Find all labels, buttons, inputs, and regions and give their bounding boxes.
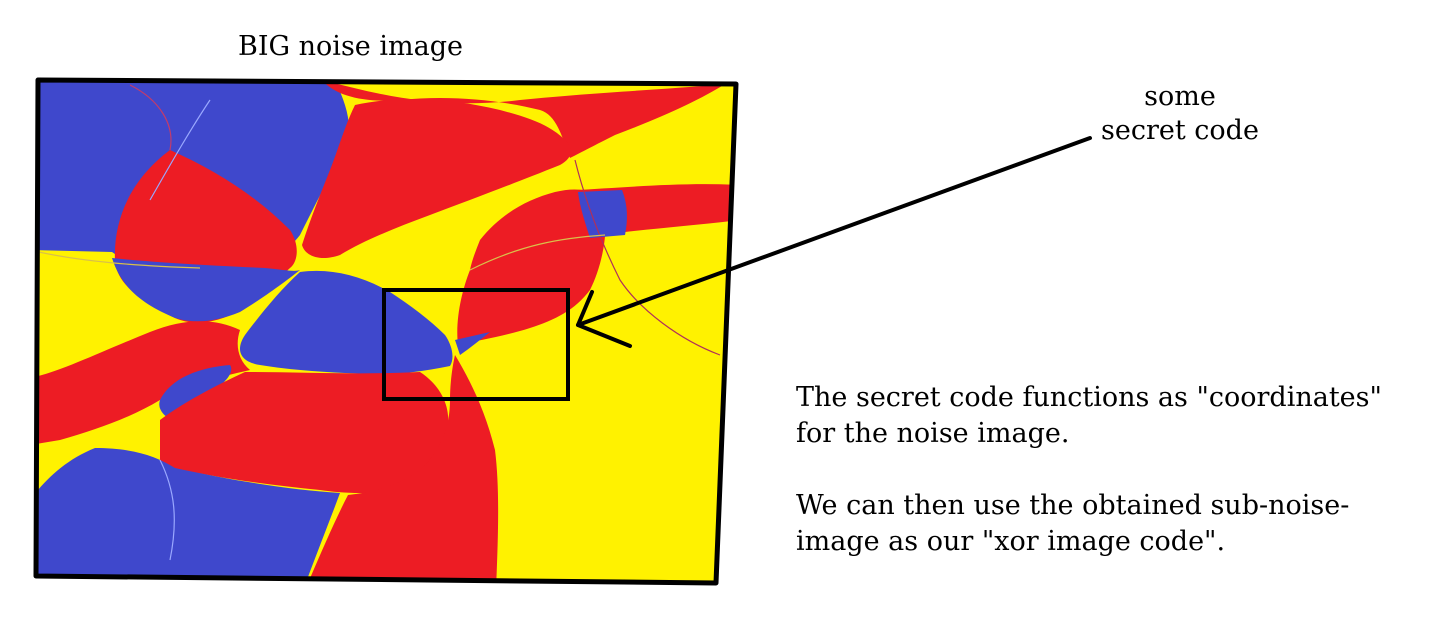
noise-image-title: BIG noise image [238,31,463,62]
explanation-line: image as our "xor image code". [796,526,1226,557]
noise-image [36,80,736,583]
noise-boundary-line [36,249,201,269]
secret-code-label-line1: some [1144,81,1216,112]
pointer-arrow-head [576,290,632,348]
noise-blue-region [455,332,490,355]
noise-boundary-line [159,459,175,561]
noise-red-region [302,98,572,259]
noise-blue-region [159,365,232,418]
noise-boundary-line [149,99,211,201]
explanation-line: for the noise image. [796,418,1070,449]
noise-red-region [36,321,250,445]
noise-boundary-line [574,159,721,356]
noise-blue-region [112,258,300,322]
noise-boundary-line [469,234,606,271]
noise-blue-region [240,270,453,375]
noise-red-region [305,355,499,583]
noise-blue-region [578,190,627,238]
noise-image-border [33,77,739,586]
pointer-arrow-shaft [576,136,1092,327]
secret-code-label: some secret code [1090,80,1270,148]
selection-box [382,288,570,401]
explanation-line: The secret code functions as "coordinate… [796,382,1382,413]
explanation-line: We can then use the obtained sub-noise- [796,490,1350,521]
noise-blue-region [36,448,340,583]
noise-red-region [160,372,449,494]
explanation-text: The secret code functions as "coordinate… [796,380,1382,560]
noise-boundary-line [129,84,172,151]
secret-code-label-line2: secret code [1101,115,1259,146]
